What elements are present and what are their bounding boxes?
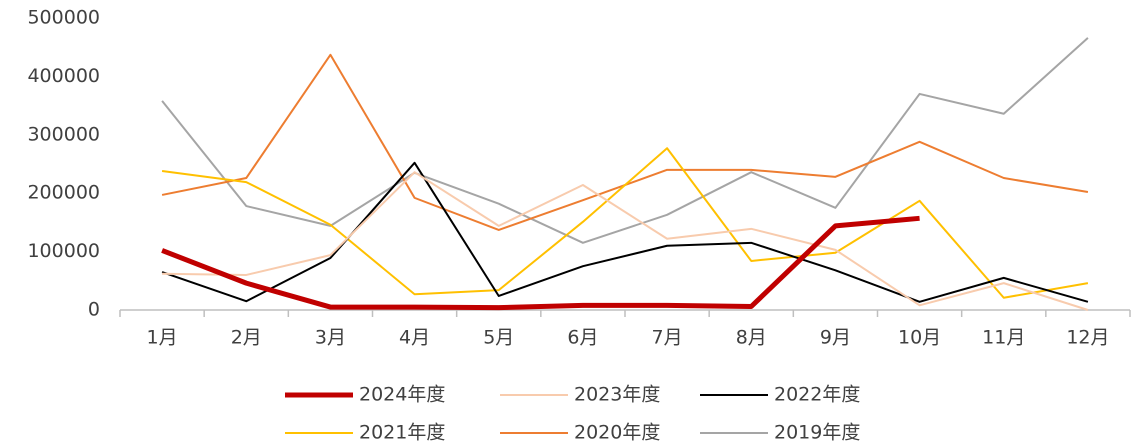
legend-label: 2021年度 (359, 422, 445, 444)
x-tick-label: 4月 (399, 327, 430, 349)
series-line (161, 53, 1089, 231)
x-tick-label: 1月 (147, 327, 178, 349)
x-tick-label: 6月 (567, 327, 598, 349)
y-tick-label: 500000 (27, 7, 100, 29)
series-line (161, 37, 1089, 244)
y-tick-label: 100000 (27, 240, 100, 262)
series-line (161, 215, 920, 311)
y-tick-label: 300000 (27, 123, 100, 145)
x-tick-label: 5月 (483, 327, 514, 349)
legend-label: 2019年度 (774, 422, 860, 444)
y-tick-label: 200000 (27, 182, 100, 204)
x-tick-label: 9月 (820, 327, 851, 349)
y-tick-label: 0 (88, 299, 100, 321)
x-tick-label: 11月 (982, 327, 1025, 349)
series-line (161, 161, 1089, 303)
x-tick-label: 8月 (736, 327, 767, 349)
series-line (162, 171, 1089, 311)
x-tick-label: 12月 (1066, 327, 1109, 349)
legend-label: 2020年度 (574, 422, 660, 444)
legend-label: 2023年度 (574, 384, 660, 406)
x-tick-label: 7月 (652, 327, 683, 349)
y-tick-label: 400000 (27, 65, 100, 87)
x-tick-label: 10月 (898, 327, 941, 349)
series-line (161, 147, 1089, 299)
x-tick-label: 2月 (231, 327, 262, 349)
legend-label: 2022年度 (774, 384, 860, 406)
legend-label: 2024年度 (359, 384, 445, 406)
x-tick-label: 3月 (315, 327, 346, 349)
